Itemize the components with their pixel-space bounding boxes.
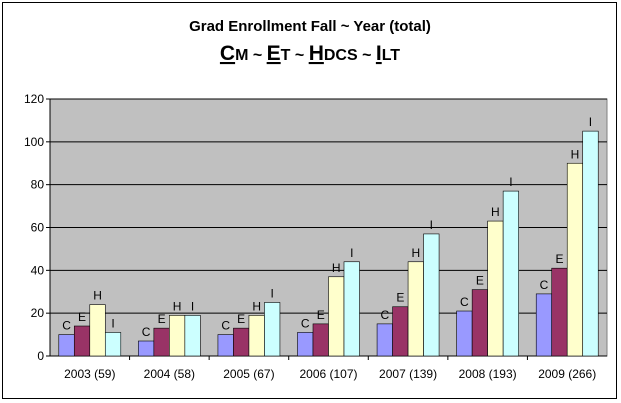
bar-c — [456, 310, 473, 357]
data-label-i: I — [589, 115, 592, 129]
bar-i — [184, 315, 201, 357]
bar-i — [104, 332, 122, 357]
data-label-i: I — [350, 246, 353, 260]
y-tick-label: 80 — [31, 178, 45, 192]
subtitle-suffix: M — [235, 47, 248, 64]
x-tick-label: 2004 (58) — [144, 367, 195, 381]
data-label-h: H — [173, 299, 182, 313]
bar-h — [487, 220, 504, 357]
subtitle-initial: H — [309, 42, 324, 65]
data-label-c: C — [62, 319, 71, 333]
data-label-i: I — [271, 286, 274, 300]
data-label-c: C — [460, 295, 469, 309]
data-label-e: E — [158, 312, 166, 326]
bar-h — [169, 315, 186, 357]
subtitle-initial: E — [267, 42, 281, 65]
x-tick-label: 2006 (107) — [299, 367, 357, 381]
bar-i — [582, 130, 599, 357]
data-label-e: E — [476, 274, 484, 288]
data-label-e: E — [237, 312, 245, 326]
bar-c — [138, 340, 155, 357]
bar-h — [407, 261, 424, 357]
x-tick-label: 2008 (193) — [459, 367, 517, 381]
data-label-e: E — [396, 291, 404, 305]
data-label-h: H — [491, 205, 500, 219]
data-label-h: H — [571, 147, 580, 161]
data-label-h: H — [411, 246, 420, 260]
x-tick-label: 2009 (266) — [538, 367, 596, 381]
data-label-i: I — [191, 299, 194, 313]
bar-e — [73, 325, 91, 357]
y-tick-label: 100 — [24, 135, 44, 149]
data-label-i: I — [430, 218, 433, 232]
subtitle-suffix: DCS — [324, 47, 358, 64]
subtitle-initial: C — [220, 42, 235, 65]
x-tick-label: 2003 (59) — [64, 367, 115, 381]
data-label-c: C — [540, 278, 549, 292]
bar-c — [376, 323, 393, 357]
data-label-c: C — [301, 316, 310, 330]
data-label-h: H — [252, 299, 261, 313]
subtitle-separator: ~ — [358, 47, 376, 64]
subtitle-suffix: LT — [382, 47, 401, 64]
subtitle-initial: I — [376, 42, 382, 65]
bar-e — [392, 306, 409, 357]
bar-h — [566, 162, 584, 357]
chart-title: Grad Enrollment Fall ~ Year (total) — [189, 18, 431, 35]
subtitle-separator: ~ — [290, 47, 308, 64]
bar-c — [535, 293, 553, 357]
bar-i — [343, 261, 360, 357]
y-tick-label: 40 — [31, 263, 45, 277]
bar-h — [89, 304, 106, 357]
bar-c — [58, 334, 75, 357]
bar-c — [297, 332, 314, 357]
data-label-e: E — [78, 310, 86, 324]
data-label-c: C — [142, 325, 151, 339]
data-label-c: C — [221, 319, 230, 333]
data-label-i: I — [509, 175, 512, 189]
bar-i — [264, 302, 281, 357]
subtitle-suffix: T — [281, 47, 291, 64]
data-label-h: H — [93, 289, 102, 303]
data-label-e: E — [317, 308, 325, 322]
data-label-i: I — [111, 316, 114, 330]
y-tick-label: 0 — [37, 349, 44, 363]
data-label-e: E — [555, 252, 563, 266]
bar-i — [423, 233, 440, 357]
bar-e — [471, 289, 488, 357]
x-tick-label: 2005 (67) — [223, 367, 274, 381]
bar-h — [328, 276, 345, 357]
bar-e — [551, 267, 568, 357]
bar-e — [312, 323, 329, 357]
y-tick-label: 120 — [24, 92, 44, 106]
subtitle-separator: ~ — [248, 47, 266, 64]
y-tick-label: 20 — [31, 306, 45, 320]
bar-i — [502, 190, 519, 357]
y-tick-label: 60 — [31, 221, 45, 235]
bar-e — [153, 327, 170, 357]
chart-subtitle: CM ~ ET ~ HDCS ~ ILT — [220, 42, 400, 65]
bar-c — [217, 334, 234, 357]
data-label-c: C — [380, 308, 389, 322]
bar-e — [233, 327, 250, 357]
data-label-h: H — [332, 261, 341, 275]
x-tick-label: 2007 (139) — [379, 367, 437, 381]
bar-h — [248, 315, 265, 357]
